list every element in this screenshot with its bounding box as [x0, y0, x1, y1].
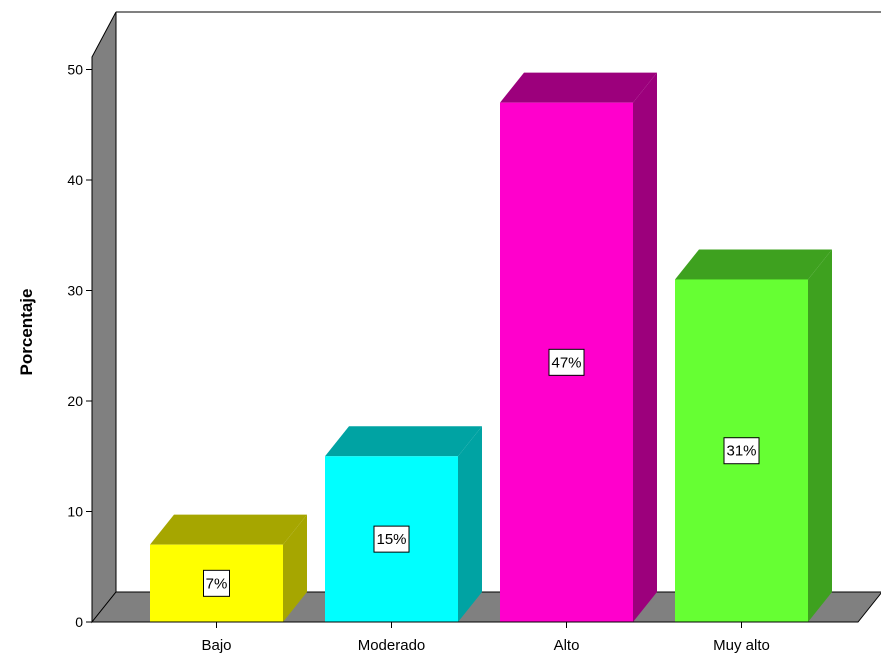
bar-side-face [633, 72, 657, 622]
left-wall [91, 11, 117, 624]
y-tick-label-10: 10 [67, 504, 83, 520]
x-category-label: Bajo [201, 637, 231, 654]
y-tick-label-50: 50 [67, 62, 83, 78]
y-tick-label-30: 30 [67, 283, 83, 299]
x-category-label: Moderado [358, 637, 426, 654]
bar-top-face [675, 249, 832, 280]
data-label-box [723, 437, 760, 465]
bar-side-face [458, 426, 482, 622]
data-label: 7% [206, 575, 228, 592]
data-label-box [203, 569, 230, 597]
bars-group: 7% 15% 47% 31% [150, 72, 832, 622]
y-tick-label-0: 0 [75, 614, 83, 630]
data-label-box [548, 348, 585, 376]
x-category-label: Alto [554, 637, 580, 654]
bar-side-face [808, 249, 832, 622]
bar-alto: 47% [500, 72, 657, 622]
bar-top-face [325, 426, 482, 457]
data-label-box [373, 525, 410, 553]
data-label: 15% [376, 531, 406, 548]
x-axis: Bajo Moderado Alto Muy alto [86, 621, 858, 654]
data-label: 47% [551, 354, 581, 371]
y-tick-label-40: 40 [67, 172, 83, 188]
bar-bajo: 7% [150, 514, 307, 622]
y-tick-label-20: 20 [67, 393, 83, 409]
bar-top-face [500, 72, 657, 103]
y-axis: 0 10 20 30 40 50 [67, 62, 93, 630]
data-label: 31% [726, 443, 756, 460]
bar-side-face [283, 514, 307, 622]
bar-top-face [150, 514, 307, 545]
x-category-label: Muy alto [713, 637, 770, 654]
y-axis-label: Porcentaje [17, 289, 36, 376]
bar-moderado: 15% [325, 426, 482, 622]
bar-muy-alto: 31% [675, 249, 832, 622]
